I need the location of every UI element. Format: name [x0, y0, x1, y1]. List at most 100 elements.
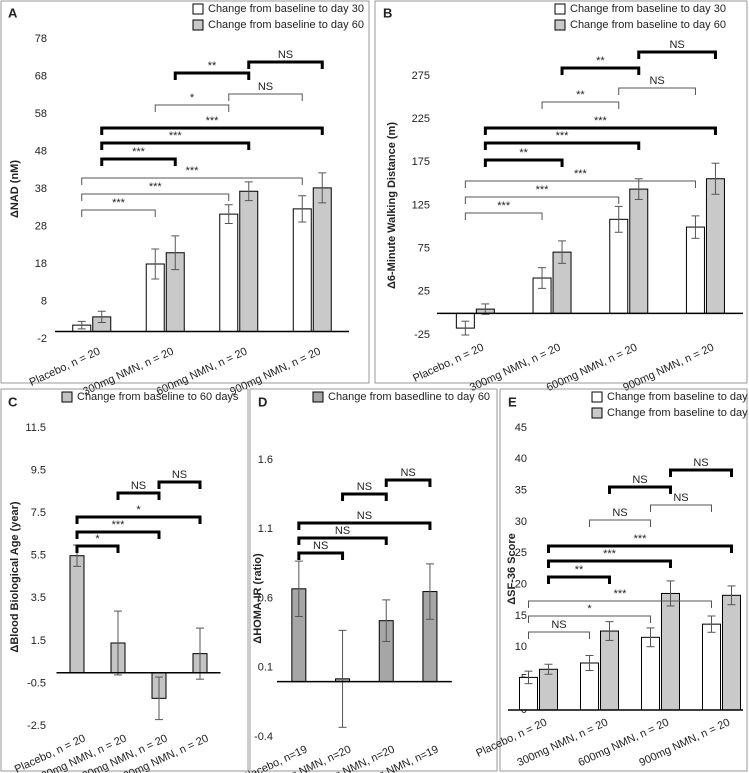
y-axis-label: Δ6-Minute Walking Distance (m) [386, 122, 398, 289]
significance-bracket [81, 177, 303, 185]
significance-label: ** [519, 147, 528, 159]
error-bar [691, 215, 700, 239]
significance-bracket [100, 141, 251, 150]
significance-bracket [464, 196, 620, 204]
panel-frame [0, 388, 249, 772]
y-tick-label: 7.5 [31, 507, 46, 519]
legend-label: Change from baseline to day 60 [607, 407, 749, 419]
significance-label: *** [594, 115, 608, 127]
significance-bracket [297, 536, 388, 545]
significance-bracket [483, 126, 717, 135]
y-tick-label: 125 [412, 199, 430, 211]
significance-bracket [157, 480, 202, 489]
significance-label: NS [612, 507, 627, 519]
y-tick-label: 15 [515, 610, 527, 622]
significance-label: NS [357, 510, 372, 522]
y-tick-label: 1.5 [31, 635, 46, 647]
y-axis-label: ΔSF-36 Score [506, 533, 518, 605]
error-bar [77, 320, 86, 330]
error-bar [461, 320, 470, 336]
legend-label: Change from baseline to day 60 [570, 19, 726, 31]
significance-bracket [154, 104, 230, 112]
bar [600, 630, 619, 711]
significance-bracket [560, 66, 641, 75]
significance-label: NS [313, 540, 328, 552]
error-bar [634, 178, 643, 200]
significance-label: NS [632, 474, 647, 486]
bar [685, 226, 705, 314]
legend-swatch [591, 407, 603, 419]
error-bar [524, 670, 533, 685]
error-bar [605, 621, 614, 641]
significance-label: *** [556, 130, 570, 142]
significance-bracket [650, 504, 712, 512]
legend-label: Change from baseline to 60 days [77, 391, 239, 403]
y-tick-label: 1.6 [258, 454, 273, 466]
y-tick-label: 30 [515, 516, 527, 528]
significance-bracket [608, 485, 672, 494]
error-bar [727, 585, 736, 606]
error-bar [481, 303, 490, 315]
panel-letter: E [508, 394, 517, 409]
y-tick-label: 1.1 [258, 523, 273, 535]
significance-bracket [618, 87, 696, 95]
error-bar [538, 267, 547, 289]
y-tick-label: 78 [35, 33, 47, 45]
y-tick-label: -0.4 [254, 731, 273, 743]
y-tick-label: 175 [412, 156, 430, 168]
significance-label: *** [206, 115, 220, 127]
significance-bracket [75, 544, 120, 553]
significance-bracket [483, 141, 641, 150]
significance-bracket [100, 157, 177, 166]
significance-label: NS [649, 75, 664, 87]
significance-label: *** [536, 184, 550, 196]
bar [609, 218, 629, 314]
legend-swatch [192, 3, 204, 15]
bar [705, 178, 725, 314]
significance-label: ** [575, 564, 584, 576]
panel-letter: B [383, 5, 392, 20]
panel-frame [0, 0, 370, 384]
y-axis-label: ΔBlood Biological Age (year) [9, 501, 21, 652]
significance-label: NS [400, 467, 415, 479]
significance-label: * [190, 92, 195, 104]
significance-label: *** [574, 168, 588, 180]
significance-label: NS [669, 39, 684, 51]
significance-label: *** [186, 165, 200, 177]
y-tick-label: 275 [412, 70, 430, 82]
bar [722, 594, 741, 711]
significance-label: NS [172, 469, 187, 481]
legend-swatch [554, 3, 566, 15]
error-bar [666, 580, 675, 607]
legend-swatch [192, 19, 204, 31]
y-axis-label: ΔHOMA-IR (ratio) [252, 553, 264, 644]
bar [292, 208, 312, 332]
panel-frame [374, 0, 748, 384]
significance-label: NS [551, 619, 566, 631]
significance-label: *** [169, 130, 183, 142]
error-bar [646, 627, 655, 648]
significance-bracket [173, 71, 251, 80]
error-bar [196, 627, 204, 680]
legend-swatch [591, 391, 603, 403]
significance-label: NS [335, 525, 350, 537]
significance-label: * [136, 504, 141, 516]
y-tick-label: 75 [418, 243, 430, 255]
significance-label: *** [603, 548, 617, 560]
significance-label: * [587, 603, 592, 615]
significance-bracket [547, 575, 611, 584]
significance-label: ** [576, 89, 585, 101]
significance-bracket [81, 209, 156, 217]
significance-bracket [464, 180, 696, 188]
legend-swatch [554, 19, 566, 31]
panel-letter: C [8, 394, 18, 409]
significance-label: ** [596, 55, 605, 67]
significance-label: *** [149, 181, 163, 193]
error-bar [97, 310, 106, 323]
y-tick-label: 28 [35, 220, 47, 232]
significance-label: NS [693, 457, 708, 469]
panel-letter: A [8, 5, 18, 20]
y-tick-label: -2.5 [27, 720, 46, 732]
y-tick-label: 8 [41, 295, 47, 307]
